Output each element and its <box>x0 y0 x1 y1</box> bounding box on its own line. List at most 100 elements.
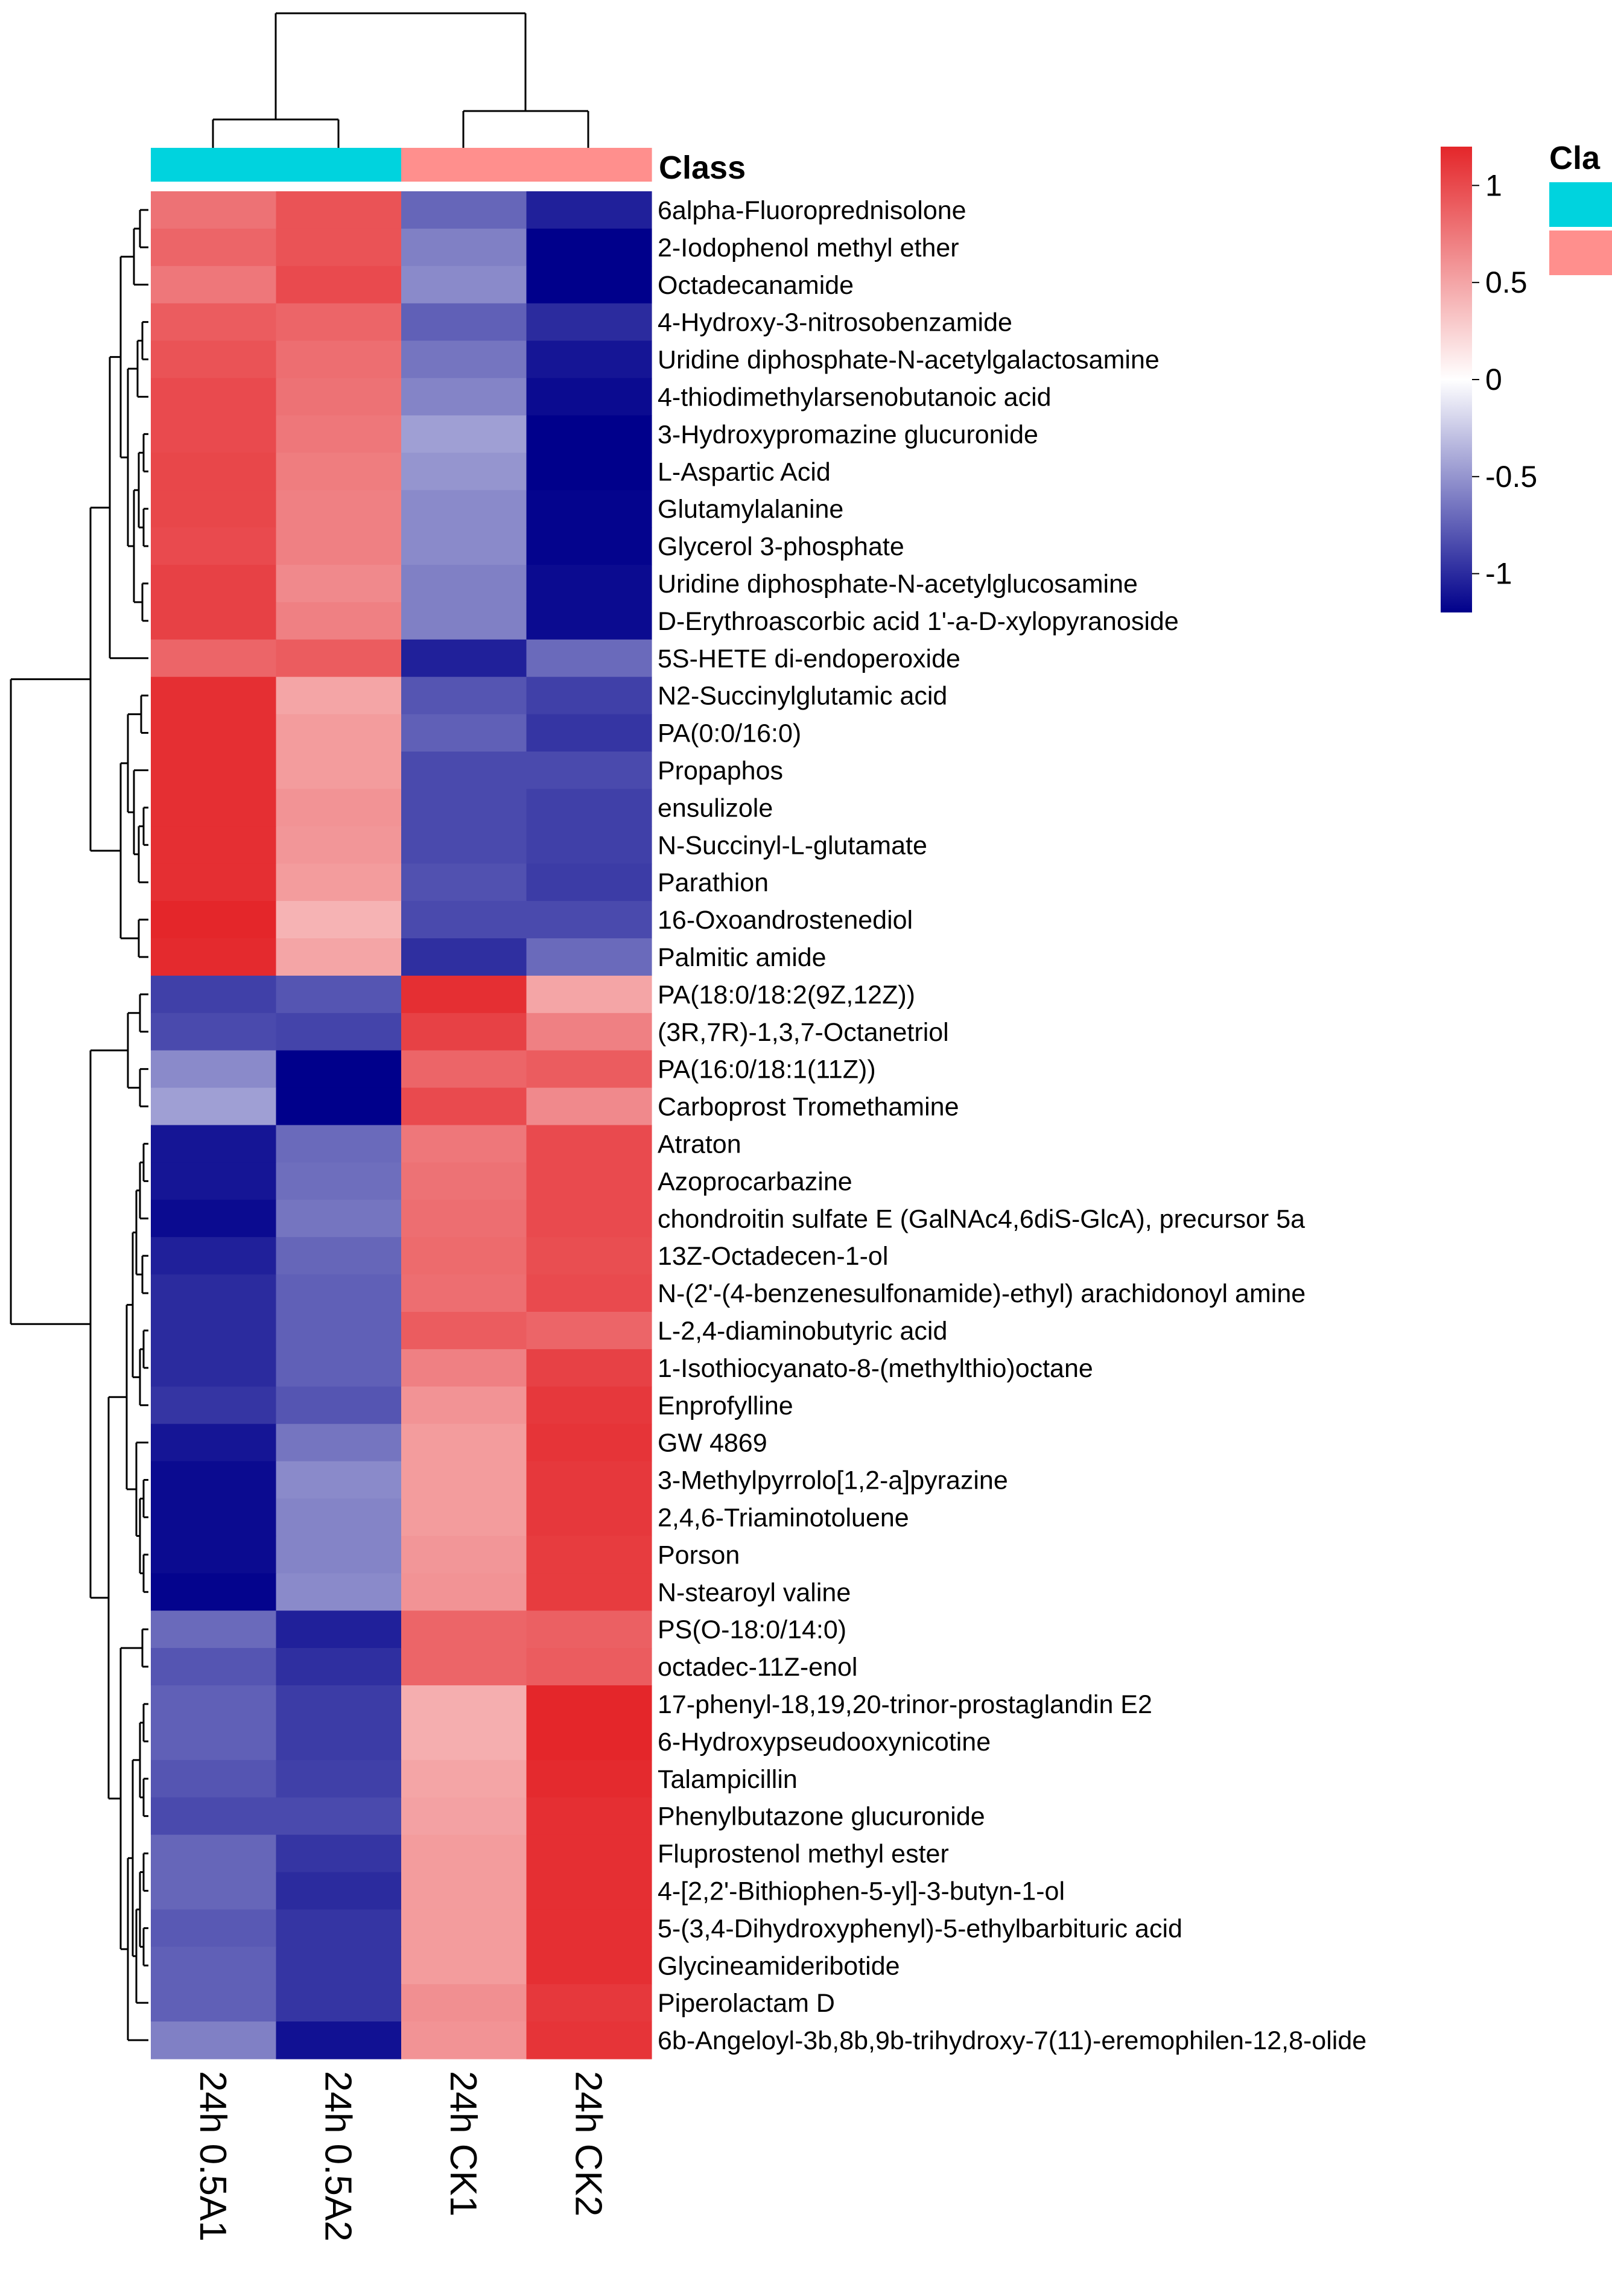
heatmap-cell <box>151 1498 277 1536</box>
heatmap-cell <box>151 1312 277 1350</box>
heatmap-cell <box>276 1611 402 1649</box>
row-label: N2-Succinylglutamic acid <box>658 682 947 711</box>
heatmap-cell <box>276 1461 402 1499</box>
row-label: Carboprost Tromethamine <box>658 1093 959 1122</box>
heatmap-cell <box>151 1013 277 1051</box>
heatmap-cell <box>526 676 652 715</box>
heatmap-cell <box>526 527 652 565</box>
row-label: Octadecanamide <box>658 271 854 300</box>
heatmap-cell <box>526 378 652 416</box>
heatmap-cell <box>276 639 402 678</box>
heatmap-cell <box>526 1722 652 1761</box>
heatmap-cell <box>401 1947 527 1985</box>
heatmap-cell <box>526 453 652 491</box>
heatmap-cell <box>401 1013 527 1051</box>
heatmap-cell <box>276 1834 402 1873</box>
color-scale-legend: 1 0.5 0 -0.5 -1 <box>1441 147 1537 612</box>
heatmap-cell <box>526 1125 652 1163</box>
heatmap-cell <box>276 676 402 715</box>
heatmap-cell <box>276 1872 402 1910</box>
heatmap-cell <box>151 1536 277 1574</box>
heatmap-cell <box>276 415 402 453</box>
column-label: 24h 0.5A2 <box>317 2071 358 2242</box>
class-annotation-bar <box>151 148 652 182</box>
heatmap-cell <box>276 1648 402 1686</box>
heatmap-cell <box>401 490 527 528</box>
heatmap-cell <box>401 714 527 752</box>
heatmap-cell <box>276 1947 402 1985</box>
heatmap-cell <box>151 1274 277 1312</box>
heatmap-cell <box>526 1947 652 1985</box>
row-label: D-Erythroascorbic acid 1'-a-D-xylopyrano… <box>658 607 1179 636</box>
heatmap-cell <box>276 1797 402 1836</box>
column-dendrogram <box>212 12 589 162</box>
heatmap-cell <box>151 901 277 939</box>
row-label: Enprofylline <box>658 1391 793 1420</box>
heatmap-cell <box>151 1423 277 1462</box>
row-label: Uridine diphosphate-N-acetylglucosamine <box>658 570 1138 599</box>
heatmap-cell <box>401 1349 527 1387</box>
row-label: Porson <box>658 1541 740 1569</box>
heatmap-cell <box>151 602 277 640</box>
heatmap-cell <box>276 901 402 939</box>
heatmap-cell <box>151 340 277 379</box>
heatmap-cell <box>151 1125 277 1163</box>
heatmap-cell <box>526 975 652 1014</box>
heatmap-cell <box>526 266 652 304</box>
heatmap-cell <box>151 1834 277 1873</box>
heatmap-cell <box>276 490 402 528</box>
heatmap-cell <box>151 191 277 229</box>
heatmap-cell <box>526 191 652 229</box>
row-label: PA(18:0/18:2(9Z,12Z)) <box>658 981 915 1010</box>
heatmap-cell <box>151 1461 277 1499</box>
heatmap-cell <box>151 527 277 565</box>
class-legend: Cla <box>1549 140 1612 275</box>
heatmap-cell <box>526 228 652 267</box>
class-bar-cell <box>526 148 652 182</box>
heatmap-cell <box>276 1386 402 1425</box>
heatmap-cell <box>276 228 402 267</box>
heatmap-cell <box>151 1200 277 1238</box>
heatmap-cell <box>276 303 402 342</box>
heatmap-cell <box>526 714 652 752</box>
heatmap-cell <box>276 938 402 976</box>
heatmap-cell <box>526 1423 652 1462</box>
row-label: N-stearoyl valine <box>658 1578 851 1607</box>
heatmap-cell <box>401 639 527 678</box>
row-label: Parathion <box>658 868 769 897</box>
heatmap-cell <box>526 789 652 827</box>
heatmap-cell <box>151 1573 277 1611</box>
heatmap-cell <box>401 863 527 902</box>
heatmap-cell <box>151 2021 277 2059</box>
row-label: 17-phenyl-18,19,20-trinor-prostaglandin … <box>658 1690 1152 1719</box>
heatmap-cell <box>276 863 402 902</box>
row-label: Palmitic amide <box>658 943 827 972</box>
row-label: Azoprocarbazine <box>658 1167 852 1196</box>
heatmap-cell <box>276 1312 402 1350</box>
row-label: PA(16:0/18:1(11Z)) <box>658 1055 876 1084</box>
heatmap-cell <box>526 1573 652 1611</box>
heatmap-cell <box>401 1087 527 1126</box>
heatmap-cell <box>526 1013 652 1051</box>
row-label: 3-Hydroxypromazine glucuronide <box>658 420 1038 449</box>
row-label: Atraton <box>658 1130 741 1159</box>
heatmap-cell <box>151 938 277 976</box>
heatmap-cell <box>151 826 277 864</box>
heatmap-cell <box>151 1087 277 1126</box>
heatmap-cell <box>276 1087 402 1126</box>
heatmap-cell <box>526 1087 652 1126</box>
heatmap-cell <box>401 1685 527 1723</box>
heatmap-cell <box>401 1797 527 1836</box>
heatmap-cell <box>151 415 277 453</box>
heatmap-cell <box>401 1722 527 1761</box>
heatmap-cell <box>401 1648 527 1686</box>
heatmap-cell <box>151 863 277 902</box>
heatmap-cell <box>526 863 652 902</box>
heatmap-cell <box>526 340 652 379</box>
heatmap-cell <box>276 1984 402 2022</box>
heatmap-cell <box>276 565 402 603</box>
legend-tick-label: 0 <box>1485 363 1502 396</box>
heatmap-cell <box>151 1648 277 1686</box>
heatmap-cell <box>276 453 402 491</box>
